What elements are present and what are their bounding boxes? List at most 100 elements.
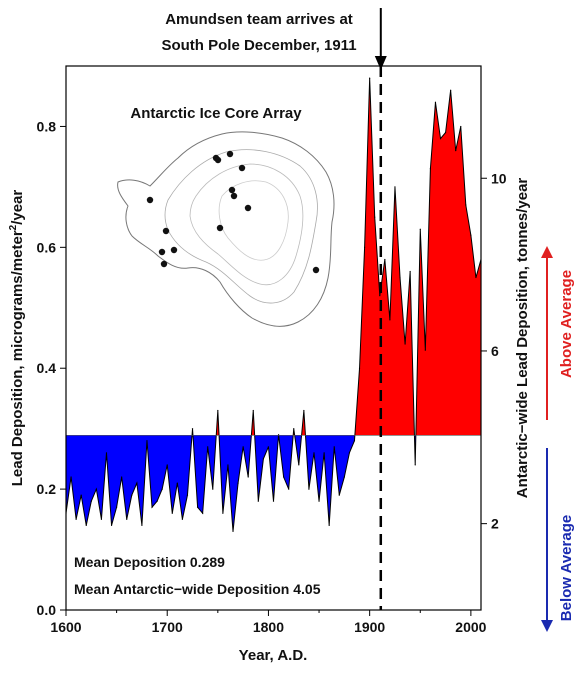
ice-core-sites <box>146 150 320 274</box>
mean-deposition-text: Mean Deposition 0.289 <box>74 554 225 570</box>
mean-antarctic-deposition-text: Mean Antarctic−wide Deposition 4.05 <box>74 581 321 597</box>
data-point <box>409 270 411 273</box>
data-point <box>343 476 345 478</box>
data-point <box>384 258 386 261</box>
data-point <box>267 446 270 448</box>
data-point <box>262 458 264 460</box>
area-layer <box>66 77 481 533</box>
data-point <box>450 89 452 91</box>
data-point <box>313 452 315 454</box>
data-point <box>151 506 153 508</box>
data-point <box>323 452 325 454</box>
ice-core-dot <box>162 227 170 235</box>
data-point <box>283 476 285 478</box>
data-point <box>465 204 467 206</box>
below-arrow-head <box>541 620 553 632</box>
data-point <box>207 446 209 448</box>
data-point <box>277 434 280 436</box>
data-point <box>419 228 421 230</box>
data-point <box>75 518 77 520</box>
data-point <box>389 319 391 321</box>
annotation-arrow-head <box>374 56 387 70</box>
data-point <box>404 343 406 345</box>
data-point <box>394 186 396 188</box>
y-left-tick-label: 0.2 <box>37 481 57 497</box>
y-right-tick-label: 10 <box>491 170 507 186</box>
y-left-tick-label: 0.6 <box>37 239 57 255</box>
antarctica-map-inset <box>117 131 335 327</box>
data-point <box>434 101 437 103</box>
y-axis-right-label: Antarctic−wide Lead Deposition, tonnes/y… <box>514 178 531 499</box>
data-point <box>444 131 447 134</box>
data-point <box>237 482 239 484</box>
data-point <box>424 349 426 351</box>
data-point <box>318 500 320 502</box>
data-point <box>105 452 108 454</box>
data-point <box>247 476 249 478</box>
data-point <box>470 234 472 236</box>
data-point <box>126 518 128 520</box>
data-point <box>298 464 300 466</box>
ice-core-dot <box>170 246 178 254</box>
data-point <box>328 524 330 526</box>
y-left-tick-label: 0.0 <box>37 602 57 618</box>
data-point <box>439 137 442 140</box>
data-point <box>80 494 82 496</box>
data-point <box>232 530 234 533</box>
data-point <box>85 524 87 526</box>
data-point <box>217 409 219 412</box>
antarctica-contour-2 <box>189 163 304 286</box>
ice-core-dot <box>228 186 236 194</box>
data-point <box>70 476 72 478</box>
data-point <box>196 506 199 508</box>
data-point <box>369 77 371 79</box>
below-average-area <box>66 435 481 532</box>
antarctica-outline <box>117 131 335 327</box>
data-point <box>181 518 184 520</box>
annotation-line2: South Pole December, 1911 <box>161 37 356 54</box>
data-point <box>121 476 123 478</box>
data-point <box>338 494 340 496</box>
ice-core-dot <box>158 248 166 256</box>
plot-frame <box>65 65 482 611</box>
data-point <box>141 524 143 526</box>
data-point <box>475 276 477 279</box>
data-point <box>257 500 259 502</box>
ice-core-dot <box>216 224 224 232</box>
x-axis-label: Year, A.D. <box>239 647 308 664</box>
ice-core-dot <box>244 204 252 212</box>
y-right-tick-label: 6 <box>491 343 499 359</box>
annotation-line1: Amundsen team arrives at <box>165 11 353 28</box>
data-point <box>116 506 118 508</box>
data-point <box>455 150 457 152</box>
ice-core-dot <box>238 164 246 172</box>
data-point <box>176 482 178 484</box>
y-axis-left-label: Lead Deposition, micrograms/meter2/year <box>8 190 26 487</box>
x-tick-label: 1600 <box>50 619 81 635</box>
data-point <box>252 409 254 412</box>
data-point <box>333 446 335 448</box>
data-point <box>460 125 462 128</box>
above-average-area <box>192 78 481 436</box>
ice-core-dot <box>146 196 154 204</box>
y-right-tick-label: 2 <box>491 516 499 532</box>
data-point <box>399 276 401 279</box>
data-point <box>227 464 229 466</box>
data-point <box>429 168 431 170</box>
data-point <box>348 452 351 454</box>
ice-core-dot <box>214 156 222 164</box>
inset-title: Antarctic Ice Core Array <box>130 105 302 122</box>
data-point <box>146 440 148 442</box>
data-point <box>191 428 194 430</box>
y-left-tick-label: 0.4 <box>37 360 57 376</box>
data-point <box>288 488 290 490</box>
ice-core-dot <box>312 266 320 274</box>
above-average-label: Above Average <box>558 270 575 378</box>
antarctica-contour-1 <box>164 149 318 304</box>
x-tick-label: 1800 <box>253 619 284 635</box>
data-point <box>222 512 224 514</box>
data-point <box>212 488 214 490</box>
data-point <box>186 494 189 496</box>
data-point <box>358 367 361 369</box>
